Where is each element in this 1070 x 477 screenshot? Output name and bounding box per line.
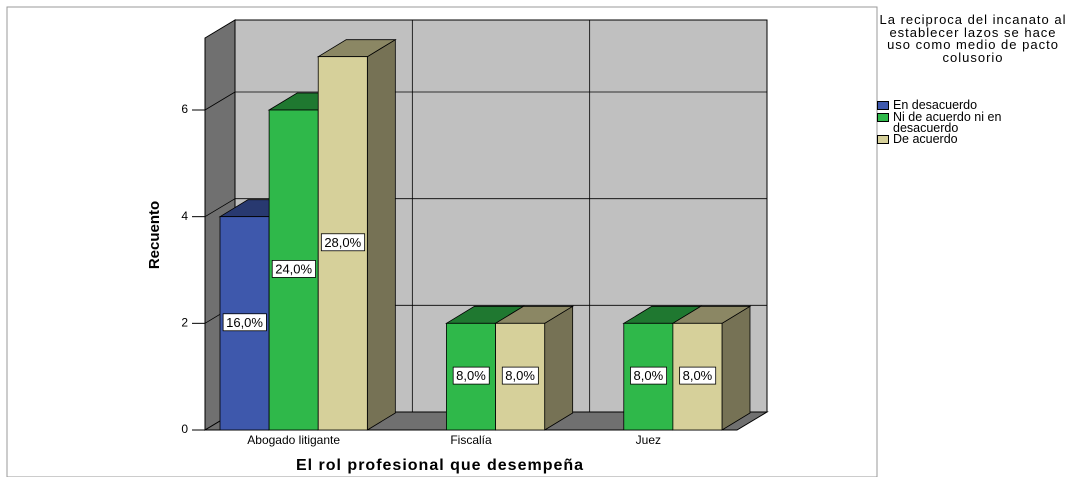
x-tick-label: Abogado litigante (247, 433, 340, 447)
legend-swatch (877, 135, 889, 144)
data-label-box (630, 366, 667, 385)
bar-side (721, 305, 751, 431)
legend-swatch (877, 113, 889, 122)
x-tick-label: Fiscalía (450, 433, 492, 447)
data-label: 28,0% (324, 235, 361, 250)
bar-side (366, 38, 396, 431)
y-axis-title: Recuento (146, 201, 163, 269)
x-axis-title: El rol profesional que desempeña (296, 457, 584, 474)
bar-side (544, 305, 574, 431)
data-label-box (501, 366, 539, 385)
data-label-box (452, 366, 490, 385)
y-tick-label: 4 (181, 209, 188, 223)
grid-line (204, 198, 236, 218)
data-label-box (271, 260, 316, 278)
data-label-box (320, 233, 366, 252)
data-label-box (222, 313, 267, 332)
data-label: 8,0% (505, 368, 535, 383)
x-tick-label: Juez (636, 433, 661, 447)
data-label-box (679, 366, 717, 385)
y-tick-label: 0 (181, 422, 188, 436)
legend-label: De acuerdo (893, 132, 958, 146)
data-label: 8,0% (456, 368, 486, 383)
y-tick-label: 2 (181, 316, 188, 330)
legend-label: En desacuerdo (893, 98, 978, 112)
legend-label: Ni de acuerdo ni en desacuerdo (893, 110, 1002, 135)
data-label: 24,0% (275, 261, 312, 276)
grid-line (204, 91, 236, 111)
data-label: 16,0% (226, 315, 263, 330)
data-label: 8,0% (634, 368, 664, 383)
legend-swatch (877, 101, 889, 110)
y-tick-label: 6 (181, 102, 188, 116)
legend-title: La reciproca del incanato al establecer … (879, 12, 1067, 65)
data-label: 8,0% (683, 368, 713, 383)
